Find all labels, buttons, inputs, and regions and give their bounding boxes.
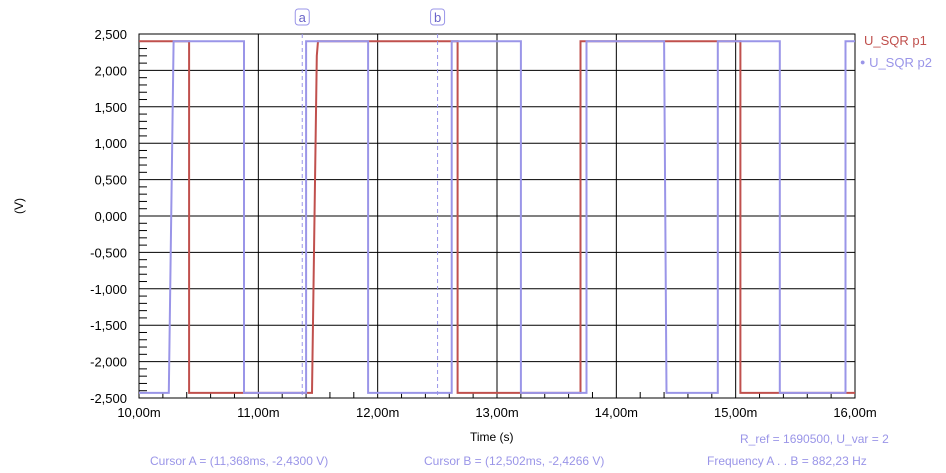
x-tick-label: 10,00m: [117, 405, 160, 420]
y-tick-label: -1,000: [90, 282, 127, 297]
x-tick-label: 15,00m: [714, 405, 757, 420]
legend-item-p2[interactable]: ● U_SQR p2: [860, 55, 932, 70]
y-tick-label: -0,500: [90, 245, 127, 260]
y-tick-label: -2,500: [90, 391, 127, 406]
x-tick-label: 11,00m: [237, 405, 279, 420]
y-tick-label: 1,000: [94, 136, 127, 151]
y-tick-label: -2,000: [90, 355, 127, 370]
grid: [138, 33, 856, 399]
x-tick-label: 13,00m: [475, 405, 518, 420]
cursor-b-readout: Cursor B = (12,502ms, -2,4266 V): [424, 454, 605, 468]
legend-label-p1: U_SQR p1: [864, 33, 927, 48]
y-tick-label: -1,500: [90, 318, 127, 333]
y-tick-label: 0,500: [94, 173, 127, 188]
x-tick-labels: 10,00m 11,00m 12,00m 13,00m 14,00m 15,00m 16,0…: [117, 405, 876, 420]
x-tick-label: 12,00m: [356, 405, 399, 420]
y-axis-label: (V): [12, 198, 26, 214]
x-axis-label: Time (s): [470, 430, 514, 444]
r-ref-readout: R_ref = 1690500, U_var = 2: [740, 432, 889, 446]
y-tick-label: 0,000: [94, 209, 127, 224]
x-tick-label: 16,00m: [833, 405, 876, 420]
series-layer: [139, 40, 855, 394]
plot-frame: [138, 33, 856, 399]
y-tick-label: 2,500: [94, 27, 127, 42]
minor-ticks: [139, 40, 832, 398]
frequency-readout: Frequency A . . B = 882,23 Hz: [707, 454, 867, 468]
y-tick-label: 2,000: [94, 63, 127, 78]
cursor-a-handle: [294, 8, 310, 26]
cursor-b-label: b: [434, 10, 441, 25]
legend-label-p2: U_SQR p2: [869, 55, 932, 70]
y-tick-labels: 2,500 2,000 1,500 1,000 0,500 0,000 -0,500 -1,0…: [90, 27, 127, 406]
y-tick-label: 1,500: [94, 100, 127, 115]
plot-border: [138, 33, 856, 399]
legend-dot-icon: ●: [860, 57, 866, 67]
cursor-b-handle: [430, 8, 446, 26]
x-tick-label: 14,00m: [595, 405, 638, 420]
cursor-a-readout: Cursor A = (11,368ms, -2,4300 V): [150, 454, 329, 468]
series-line-p2: [139, 40, 855, 394]
cursor-a-label: a: [299, 10, 307, 25]
legend-item-p1[interactable]: U_SQR p1: [864, 33, 927, 48]
